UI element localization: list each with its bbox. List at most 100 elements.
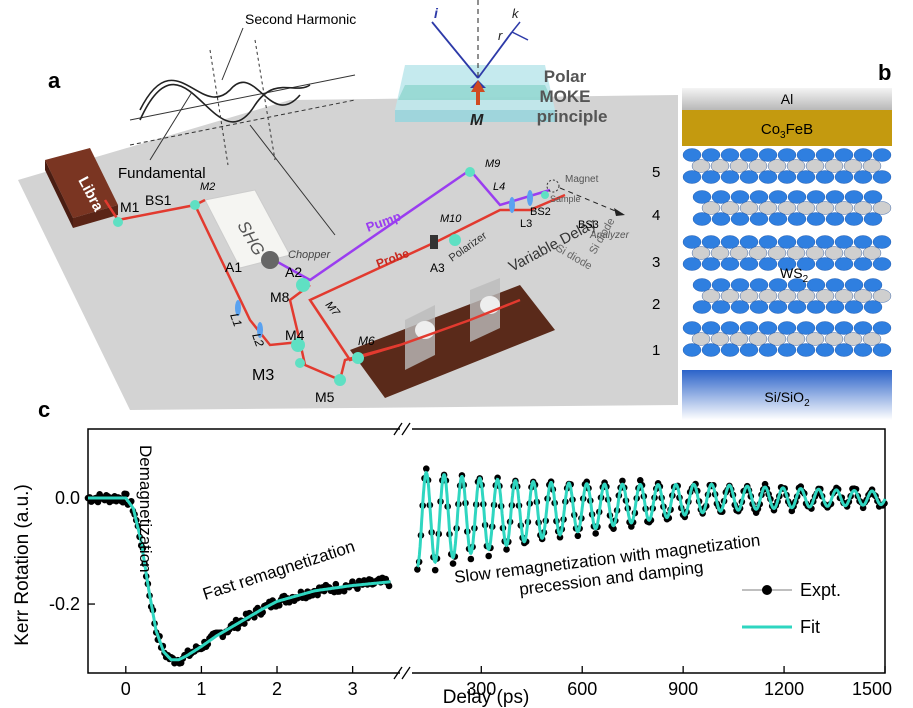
label-a2: A2 xyxy=(285,264,302,280)
tungsten-atom xyxy=(692,212,712,226)
label-l3: L3 xyxy=(520,218,532,230)
tungsten-atom xyxy=(768,278,788,292)
tungsten-atom xyxy=(872,148,892,162)
tungsten-atom xyxy=(815,257,835,271)
sulfur-atom xyxy=(729,159,749,173)
expt-point xyxy=(485,552,492,560)
tungsten-atom xyxy=(711,300,731,314)
a3-aperture-icon xyxy=(430,235,438,249)
tungsten-atom xyxy=(806,300,826,314)
sample-icon xyxy=(546,179,560,193)
ws2-label: WS2 xyxy=(780,265,809,285)
fundamental-label: Fundamental xyxy=(118,165,206,182)
al-layer xyxy=(682,88,892,110)
cofeb-layer xyxy=(682,110,892,146)
expt-point xyxy=(314,591,321,599)
tungsten-atom xyxy=(701,343,721,357)
sulfur-atom xyxy=(805,246,825,260)
panel-c-letter: c xyxy=(38,397,50,422)
tungsten-atom xyxy=(758,257,778,271)
expt-point xyxy=(332,580,340,588)
tungsten-atom xyxy=(834,321,854,335)
sulfur-atom xyxy=(720,289,740,303)
libra-laser: Libra xyxy=(45,148,118,228)
plot-frame xyxy=(87,428,886,674)
tungsten-atom xyxy=(796,321,816,335)
tungsten-atom xyxy=(863,300,883,314)
tungsten-atom xyxy=(720,148,740,162)
tungsten-atom xyxy=(787,300,807,314)
sulfur-atom xyxy=(777,201,797,215)
layer-numbers: 5 4 3 2 1 xyxy=(652,164,660,359)
legend-expt-label: Expt. xyxy=(800,580,841,600)
tungsten-atom xyxy=(720,170,740,184)
label-m8: M8 xyxy=(270,289,290,305)
label-m9: M9 xyxy=(485,158,500,170)
tungsten-atom xyxy=(806,212,826,226)
setup-diagram: Libra SHG Variable Delay a M1 BS1 xyxy=(18,0,678,410)
tungsten-atom xyxy=(872,170,892,184)
tungsten-atom xyxy=(853,257,873,271)
moke-title-2: MOKE xyxy=(540,87,591,106)
tungsten-atom xyxy=(853,148,873,162)
al-label: Al xyxy=(781,91,793,107)
tungsten-atom xyxy=(863,190,883,204)
label-m10: M10 xyxy=(440,213,462,225)
label-magnet: Magnet xyxy=(565,174,599,185)
tungsten-atom xyxy=(872,257,892,271)
tungsten-atom xyxy=(739,257,759,271)
tungsten-atom xyxy=(682,257,702,271)
tungsten-atom xyxy=(815,321,835,335)
expt-point xyxy=(422,465,430,473)
expt-point xyxy=(122,490,130,498)
y-tick-label: -0.2 xyxy=(49,594,80,614)
layer-number-3: 3 xyxy=(652,254,660,271)
tungsten-atom xyxy=(787,278,807,292)
sulfur-atom xyxy=(815,289,835,303)
tungsten-atom xyxy=(815,235,835,249)
tungsten-atom xyxy=(730,212,750,226)
tungsten-atom xyxy=(720,257,740,271)
label-m6: M6 xyxy=(358,334,375,348)
sulfur-atom xyxy=(691,246,711,260)
tungsten-atom xyxy=(758,321,778,335)
tungsten-atom xyxy=(692,190,712,204)
sulfur-atom xyxy=(786,159,806,173)
layer-number-5: 5 xyxy=(652,164,660,181)
tungsten-atom xyxy=(825,190,845,204)
sulfur-atom xyxy=(748,332,768,346)
tungsten-atom xyxy=(787,190,807,204)
y-tick-label: 0.0 xyxy=(55,488,80,508)
sulfur-atom xyxy=(748,159,768,173)
tungsten-atom xyxy=(711,190,731,204)
sulfur-atom xyxy=(853,289,873,303)
tungsten-atom xyxy=(844,278,864,292)
tungsten-atom xyxy=(692,300,712,314)
x-tick-label: 3 xyxy=(348,679,358,699)
x-tick-label: 1 xyxy=(196,679,206,699)
tungsten-atom xyxy=(711,212,731,226)
tungsten-atom xyxy=(768,300,788,314)
moke-r-label: r xyxy=(498,28,503,43)
tungsten-atom xyxy=(777,343,797,357)
tungsten-atom xyxy=(777,170,797,184)
tungsten-atom xyxy=(701,235,721,249)
tungsten-atom xyxy=(787,212,807,226)
tungsten-atom xyxy=(863,212,883,226)
tungsten-atom xyxy=(796,343,816,357)
layer-number-4: 4 xyxy=(652,207,660,224)
tungsten-atom xyxy=(844,190,864,204)
expt-point xyxy=(275,602,283,609)
tungsten-atom xyxy=(739,170,759,184)
expt-point xyxy=(503,546,510,553)
tungsten-atom xyxy=(834,148,854,162)
tungsten-atom xyxy=(692,278,712,292)
label-chopper: Chopper xyxy=(288,249,332,261)
label-l2: L2 xyxy=(249,331,267,349)
expt-point xyxy=(610,525,617,532)
sulfur-atom xyxy=(767,159,787,173)
substrate-layer xyxy=(682,370,892,420)
label-analyzer: Analyzer xyxy=(589,230,630,241)
sulfur-atom xyxy=(701,289,721,303)
chart-legend: Expt. Fit xyxy=(742,580,841,637)
